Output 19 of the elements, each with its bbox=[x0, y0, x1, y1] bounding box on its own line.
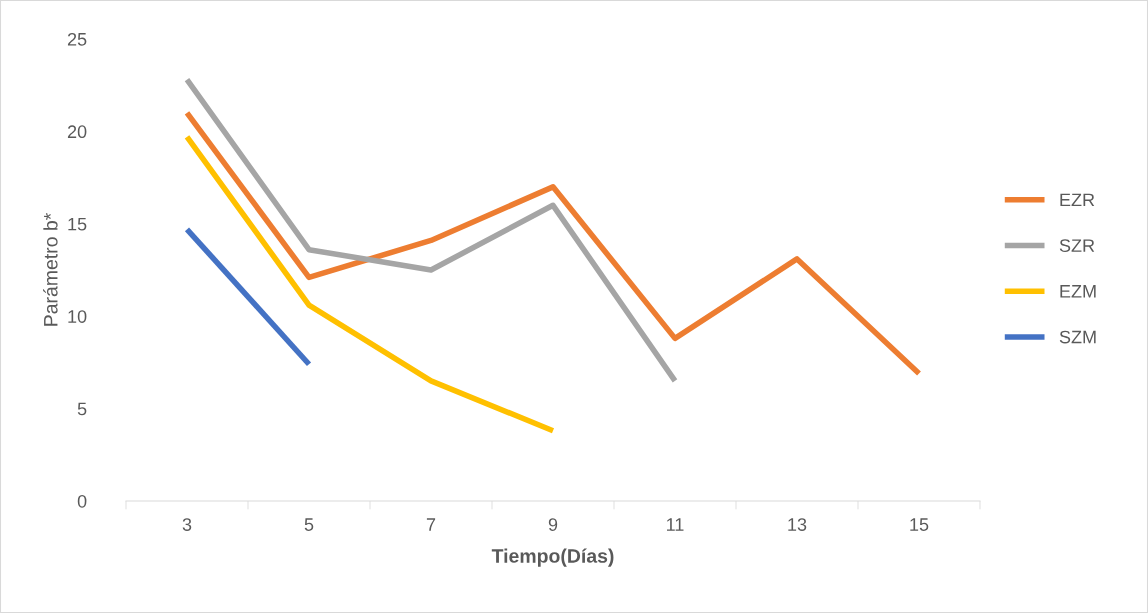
y-axis-title: Parámetro b* bbox=[43, 213, 58, 326]
y-tick-label: 0 bbox=[77, 494, 87, 508]
x-tick-label: 9 bbox=[548, 518, 558, 531]
legend-label: EZM bbox=[1060, 285, 1096, 298]
x-tick-label: 15 bbox=[910, 518, 929, 531]
legend-label: SZR bbox=[1059, 239, 1095, 252]
y-tick-label: 25 bbox=[67, 32, 87, 46]
y-tick-label: 10 bbox=[68, 310, 87, 323]
y-tick-label: 5 bbox=[77, 402, 87, 416]
y-tick-label: 15 bbox=[68, 217, 87, 231]
legend-label: EZR bbox=[1060, 193, 1095, 207]
x-axis-title: Tiempo(Días) bbox=[491, 548, 614, 567]
x-tick-label: 13 bbox=[788, 518, 807, 531]
x-tick-label: 7 bbox=[426, 518, 436, 531]
x-tick-label: 5 bbox=[304, 518, 314, 531]
x-tick-label: 3 bbox=[182, 518, 192, 531]
y-tick-label: 20 bbox=[67, 125, 87, 139]
legend-label: SZM bbox=[1059, 330, 1096, 344]
x-tick-label: 11 bbox=[667, 518, 684, 531]
